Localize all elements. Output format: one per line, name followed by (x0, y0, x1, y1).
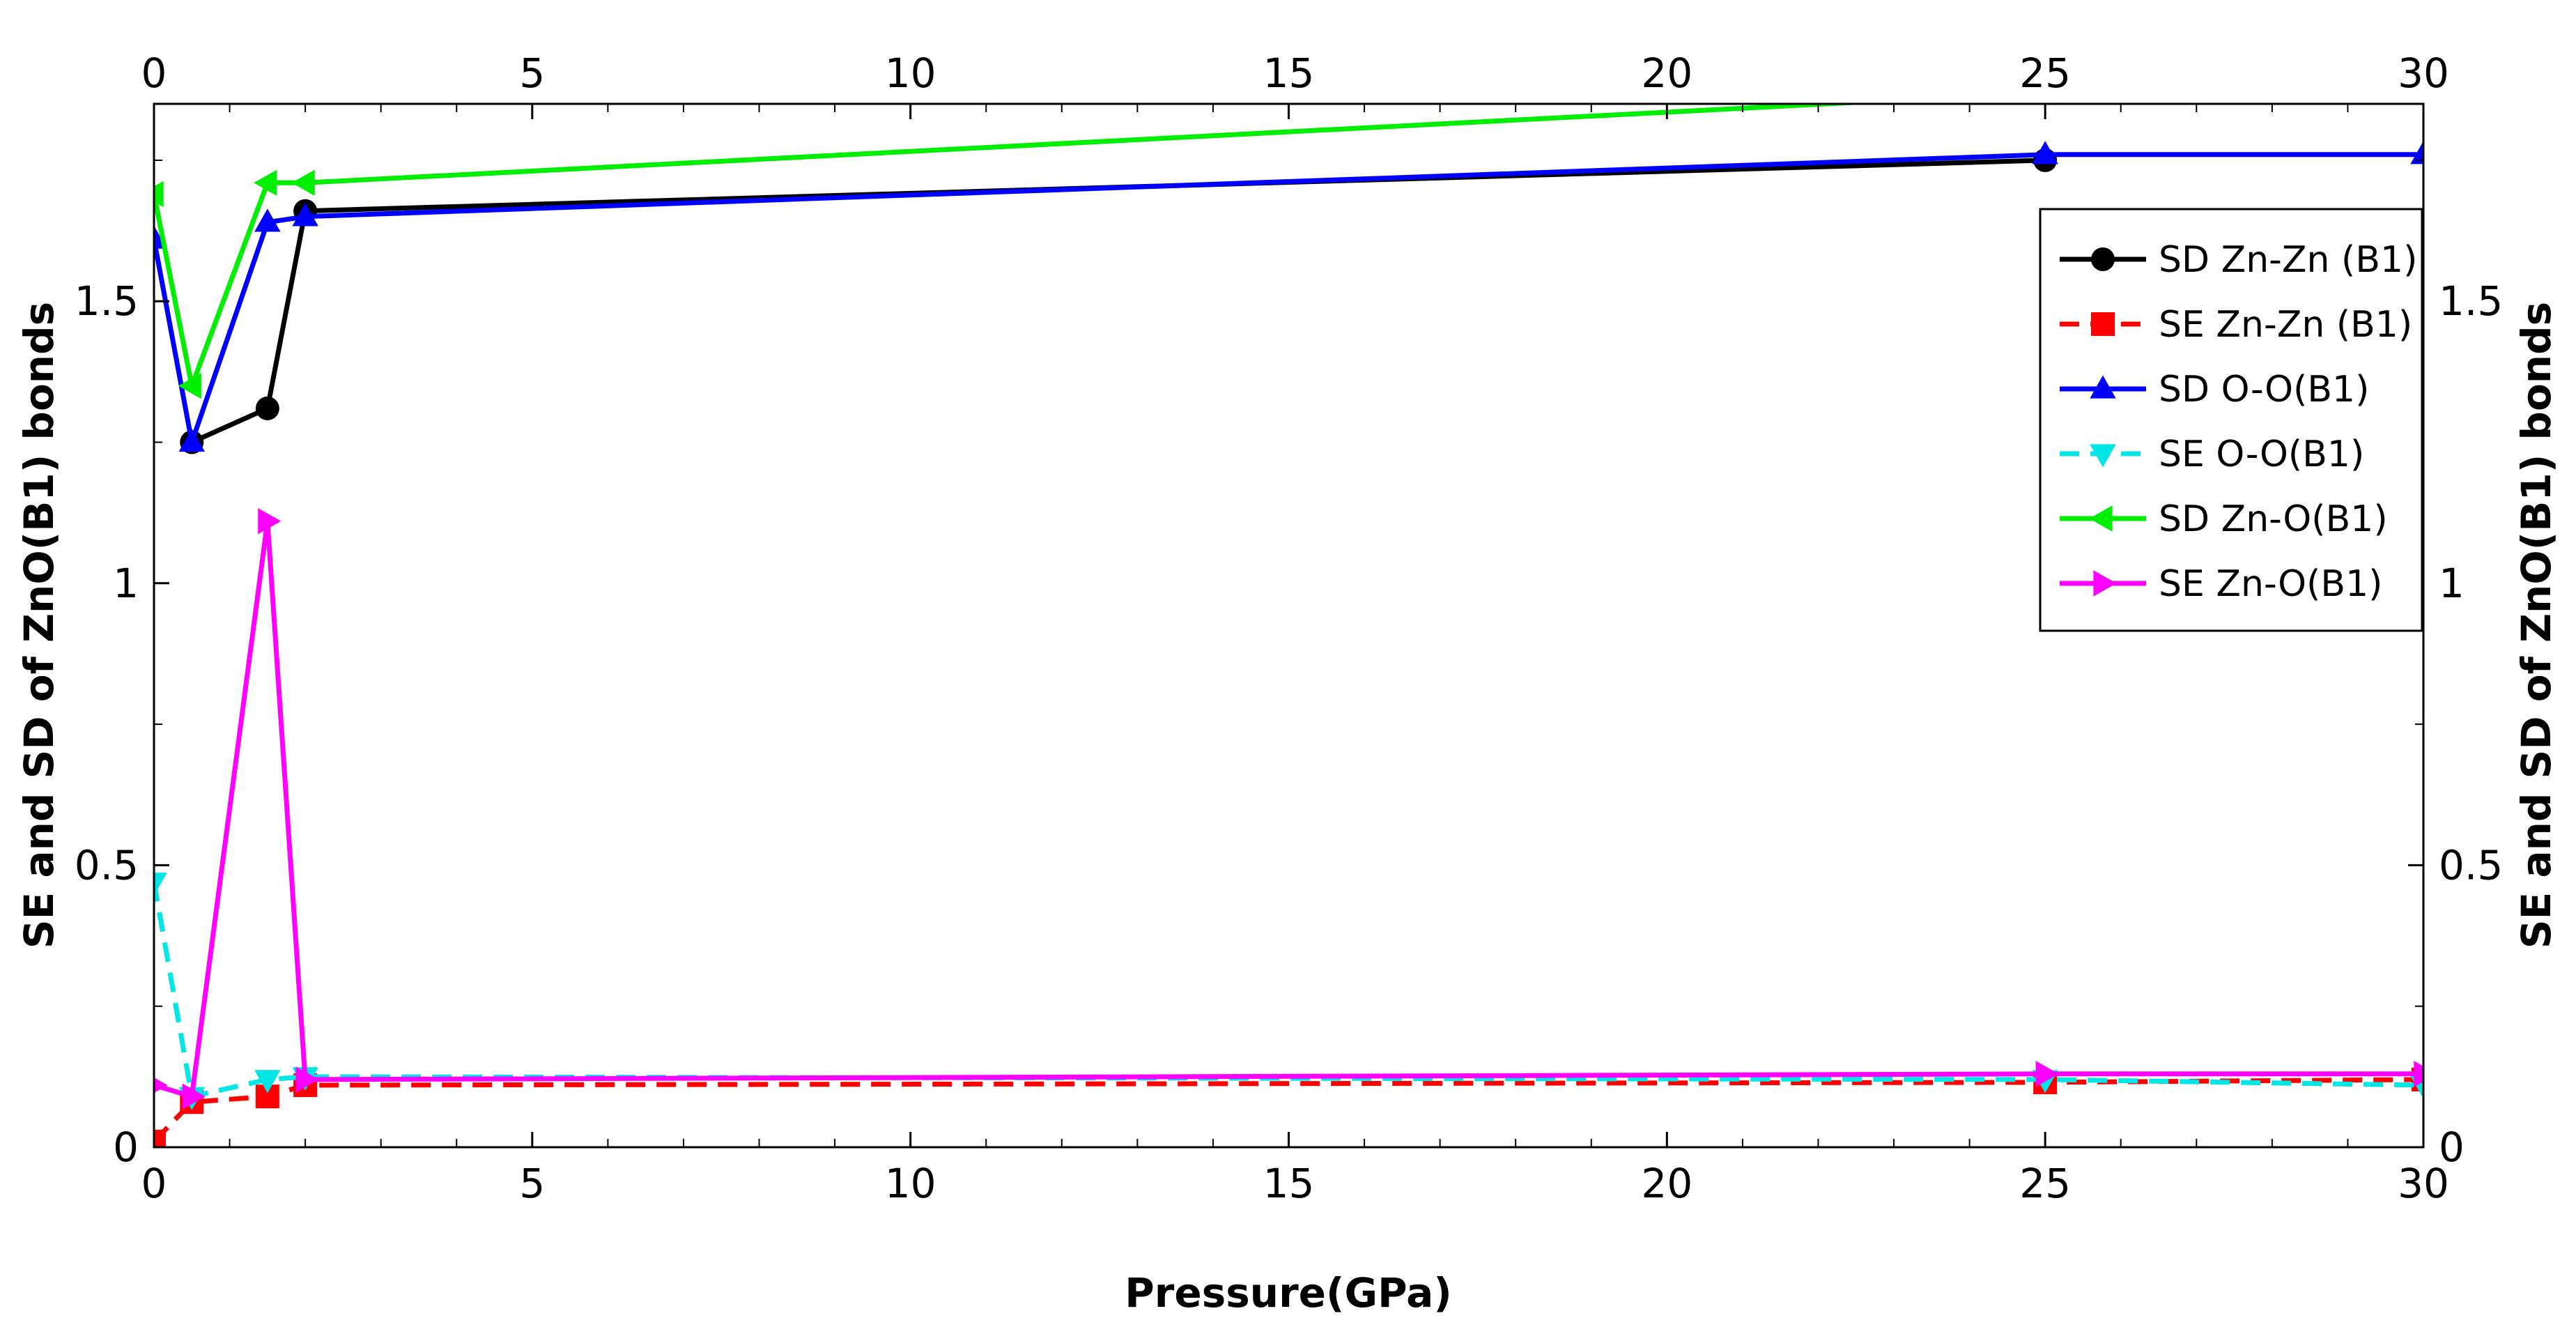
legend-marker (2089, 505, 2113, 532)
x-tick-label-top: 5 (519, 49, 545, 97)
y-tick-label-left: 0.5 (75, 841, 139, 889)
x-tick-label-top: 30 (2398, 49, 2449, 97)
legend-entry: SD O-O(B1) (2060, 369, 2369, 411)
series-layer (154, 104, 2423, 1147)
legend-label: SE Zn-Zn (B1) (2159, 304, 2412, 346)
y-tick-label-right: 0.5 (2439, 841, 2503, 889)
legend-marker (2091, 247, 2115, 271)
data-point (2035, 1061, 2059, 1087)
series-2 (154, 141, 2423, 452)
series-0 (180, 148, 2058, 454)
x-tick-label-bottom: 25 (2019, 1160, 2071, 1207)
y-tick-label-right: 1 (2439, 560, 2465, 607)
data-point (2410, 141, 2423, 164)
legend-box (2039, 208, 2423, 632)
data-point (154, 1129, 166, 1147)
series-line (154, 882, 2423, 1099)
x-tick-label-bottom: 15 (1263, 1160, 1315, 1207)
legend-label: SE Zn-O(B1) (2159, 563, 2382, 605)
data-point (254, 208, 281, 232)
legend-marker (2090, 444, 2116, 468)
legend-entry: SE Zn-O(B1) (2060, 563, 2382, 605)
data-point (178, 372, 201, 399)
x-axis-title: Pressure(GPa) (1125, 1269, 1451, 1317)
data-point (292, 203, 318, 227)
x-tick-label-top: 0 (141, 49, 167, 97)
data-point (154, 873, 167, 896)
x-tick-label-bottom: 20 (1641, 1160, 1692, 1207)
data-point (254, 1070, 281, 1094)
y-tick-label-left: 1 (113, 560, 139, 607)
y-axis-title-left: SE and SD of ZnO(B1) bonds (15, 302, 63, 949)
data-point (154, 1077, 168, 1094)
data-point (295, 1066, 319, 1093)
data-point (2032, 141, 2058, 164)
x-tick-label-bottom: 10 (885, 1160, 936, 1207)
x-tick-label-top: 15 (1263, 49, 1315, 97)
x-tick-label-bottom: 30 (2398, 1160, 2449, 1207)
data-point (154, 181, 164, 208)
legend-entry: SD Zn-O(B1) (2060, 498, 2388, 540)
data-point (255, 396, 279, 420)
series-line (190, 158, 2046, 445)
data-point (254, 169, 277, 196)
x-tick-label-top: 25 (2019, 49, 2071, 97)
x-tick-label-top: 20 (1641, 49, 1692, 97)
legend-entry: SE O-O(B1) (2060, 434, 2364, 475)
legend-marker (2093, 570, 2117, 597)
legend-label: SD O-O(B1) (2159, 369, 2369, 411)
y-tick-label-left: 0 (113, 1124, 139, 1171)
legend-label: SE O-O(B1) (2159, 434, 2364, 475)
x-tick-label-bottom: 5 (519, 1160, 545, 1207)
y-tick-label-right: 0 (2439, 1124, 2465, 1171)
legend-entry: SD Zn-Zn (B1) (2060, 239, 2417, 281)
legend-entry: SE Zn-Zn (B1) (2060, 304, 2412, 346)
x-tick-label-top: 10 (885, 49, 936, 97)
series-4 (154, 104, 2055, 399)
data-point (178, 428, 205, 452)
legend: SD Zn-Zn (B1) SE Zn-Zn (B1) SD O-O(B1) SE O… (2039, 208, 2423, 632)
data-point (2414, 1061, 2423, 1087)
x-tick-label-bottom: 0 (141, 1160, 167, 1207)
data-point (291, 169, 315, 196)
series-5 (154, 508, 2423, 1110)
y-tick-label-right: 1.5 (2439, 277, 2503, 325)
legend-marker (2090, 375, 2116, 399)
data-point (258, 508, 281, 535)
series-line (154, 152, 2423, 445)
series-line (154, 104, 1875, 389)
legend-label: SD Zn-Zn (B1) (2159, 239, 2417, 281)
data-point (182, 1083, 206, 1110)
legend-marker (2091, 312, 2115, 336)
y-tick-label-left: 1.5 (75, 277, 139, 325)
legend-label: SD Zn-O(B1) (2159, 498, 2388, 540)
y-axis-title-right: SE and SD of ZnO(B1) bonds (2513, 302, 2560, 949)
